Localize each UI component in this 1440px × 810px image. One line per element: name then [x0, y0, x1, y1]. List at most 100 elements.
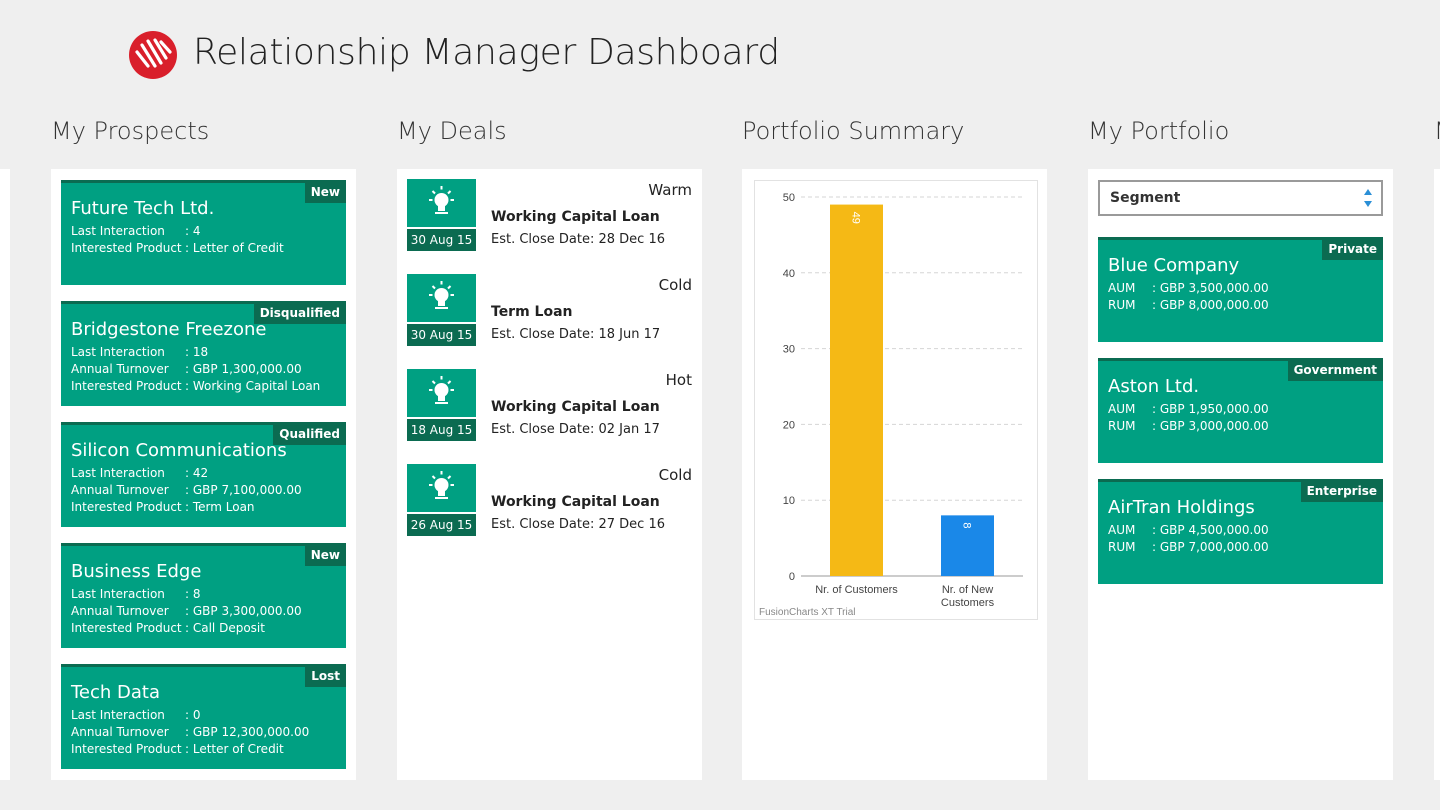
portfolio-card[interactable]: Enterprise AirTran Holdings AUM: GBP 4,5…: [1098, 479, 1383, 584]
lightbulb-icon: [429, 186, 454, 214]
deal-item[interactable]: 18 Aug 15 Hot Working Capital Loan Est. …: [407, 369, 692, 449]
deal-temperature: Cold: [658, 276, 692, 294]
data-label: 8: [961, 522, 973, 528]
portfolio-summary-chart: 0 10 20 30 40 50 49 Nr. of Customers 8 Nr. of New…: [759, 192, 1023, 618]
field-value: : GBP 7,100,000.00: [185, 483, 302, 497]
prospect-name: Bridgestone Freezone: [71, 319, 267, 340]
updown-arrows-icon: [1364, 189, 1372, 207]
portfolio-summary-chart-container: 0 10 20 30 40 50 49 Nr. of Customers 8 Nr. of New…: [754, 180, 1038, 620]
field-value: : GBP 12,300,000.00: [185, 725, 310, 739]
field-value: : GBP 8,000,000.00: [1152, 298, 1269, 312]
field-label: Annual Turnover: [71, 725, 169, 739]
field-value: : Working Capital Loan: [185, 379, 321, 393]
column-title-portfolio: My Portfolio: [1088, 117, 1230, 145]
deal-close-date: Est. Close Date: 02 Jan 17: [491, 422, 660, 437]
field-value: : GBP 4,500,000.00: [1152, 523, 1269, 537]
segment-badge: Government: [1287, 361, 1383, 381]
status-badge: Qualified: [273, 425, 346, 445]
prospect-name: Tech Data: [71, 682, 161, 703]
deal-temperature: Warm: [648, 181, 692, 199]
x-tick-label: Nr. of Customers: [815, 584, 898, 596]
deal-icon-tile: [407, 369, 476, 417]
prospect-card[interactable]: New Business Edge Last Interaction: 8 An…: [61, 543, 346, 648]
prospect-card[interactable]: Disqualified Bridgestone Freezone Last I…: [61, 301, 346, 406]
deal-date: 30 Aug 15: [407, 324, 476, 346]
field-label: Last Interaction: [71, 345, 165, 359]
field-value: : 4: [185, 224, 201, 238]
prospects-panel: New Future Tech Ltd. Last Interaction: 4…: [51, 169, 356, 780]
field-label: AUM: [1108, 402, 1136, 416]
field-label: RUM: [1108, 298, 1136, 312]
deal-date: 18 Aug 15: [407, 419, 476, 441]
field-value: : Term Loan: [185, 500, 255, 514]
portfolio-card[interactable]: Government Aston Ltd. AUM : GBP 1,950,000…: [1098, 358, 1383, 463]
field-value: : GBP 3,000,000.00: [1152, 419, 1269, 433]
field-label: Interested Product: [71, 500, 182, 514]
field-label: RUM: [1108, 419, 1136, 433]
brand-logo: [129, 31, 177, 79]
status-badge: Lost: [305, 667, 346, 687]
column-title-prospects: My Prospects: [51, 117, 210, 145]
status-badge: Disqualified: [253, 304, 346, 324]
deal-title: Working Capital Loan: [491, 209, 660, 225]
lightbulb-icon: [429, 471, 454, 499]
segment-select-label: Segment: [1110, 190, 1181, 206]
y-tick-label: 10: [783, 495, 795, 507]
client-name: AirTran Holdings: [1108, 497, 1255, 518]
field-label: Last Interaction: [71, 224, 165, 238]
prospect-name: Silicon Communications: [71, 440, 287, 461]
field-value: : GBP 7,000,000.00: [1152, 540, 1269, 554]
deal-close-date: Est. Close Date: 18 Jun 17: [491, 327, 661, 342]
deal-temperature: Cold: [658, 466, 692, 484]
portfolio-card[interactable]: Private Blue Company AUM: GBP 3,500,000.…: [1098, 237, 1383, 342]
y-tick-label: 30: [783, 344, 795, 356]
deal-item[interactable]: 30 Aug 15 Warm Working Capital Loan Est.…: [407, 179, 692, 259]
field-value: : 18: [185, 345, 209, 359]
field-value: : GBP 1,300,000.00: [185, 362, 302, 376]
segment-select[interactable]: Segment: [1098, 180, 1383, 216]
deal-icon-tile: [407, 464, 476, 512]
lightbulb-icon: [429, 376, 454, 404]
x-tick-label: Nr. of New: [942, 584, 993, 596]
x-tick-label: Customers: [941, 597, 995, 609]
status-badge: New: [304, 546, 346, 566]
field-label: Interested Product: [71, 621, 182, 635]
field-label: Last Interaction: [71, 466, 165, 480]
portfolio-panel: Segment Private Blue Company AUM: GBP 3,…: [1088, 169, 1393, 780]
field-label: AUM: [1108, 523, 1136, 537]
field-label: Annual Turnover: [71, 604, 169, 618]
prospect-card[interactable]: Qualified Silicon Communications Last In…: [61, 422, 346, 527]
lightbulb-icon: [429, 281, 454, 309]
field-label: RUM: [1108, 540, 1136, 554]
column-title-deals: My Deals: [397, 117, 507, 145]
field-value: : GBP 3,300,000.00: [185, 604, 302, 618]
bar: [941, 515, 994, 576]
deal-icon-tile: [407, 179, 476, 227]
deals-panel: 30 Aug 15 Warm Working Capital Loan Est.…: [397, 169, 702, 780]
app-title: Relationship Manager Dashboard: [193, 32, 780, 73]
deal-icon-tile: [407, 274, 476, 322]
deal-title: Working Capital Loan: [491, 494, 660, 510]
column-title-portfolio-summary: Portfolio Summary: [742, 117, 965, 145]
y-tick-label: 0: [789, 571, 795, 583]
portfolio-summary-panel: 0 10 20 30 40 50 49 Nr. of Customers 8 Nr. of New…: [742, 169, 1047, 780]
client-name: Blue Company: [1108, 255, 1240, 276]
column-title-next-partial: M: [1434, 117, 1440, 145]
status-badge: New: [304, 183, 346, 203]
field-value: : Call Deposit: [185, 621, 265, 635]
deal-title: Term Loan: [491, 304, 573, 320]
deal-item[interactable]: 26 Aug 15 Cold Working Capital Loan Est.…: [407, 464, 692, 544]
deal-item[interactable]: 30 Aug 15 Cold Term Loan Est. Close Date…: [407, 274, 692, 354]
prospect-card[interactable]: New Future Tech Ltd. Last Interaction: 4…: [61, 180, 346, 285]
field-value: : GBP 1,950,000.00: [1152, 402, 1269, 416]
prospect-name: Business Edge: [71, 561, 202, 582]
segment-badge: Private: [1322, 240, 1383, 260]
field-label: Annual Turnover: [71, 362, 169, 376]
field-label: Interested Product: [71, 379, 182, 393]
field-value: : 0: [185, 708, 201, 722]
client-name: Aston Ltd.: [1108, 376, 1200, 397]
prospect-card[interactable]: Lost Tech Data Last Interaction: 0 Annua…: [61, 664, 346, 769]
field-value: : Letter of Credit: [185, 241, 284, 255]
field-label: AUM: [1108, 281, 1136, 295]
chart-watermark: FusionCharts XT Trial: [759, 607, 856, 618]
